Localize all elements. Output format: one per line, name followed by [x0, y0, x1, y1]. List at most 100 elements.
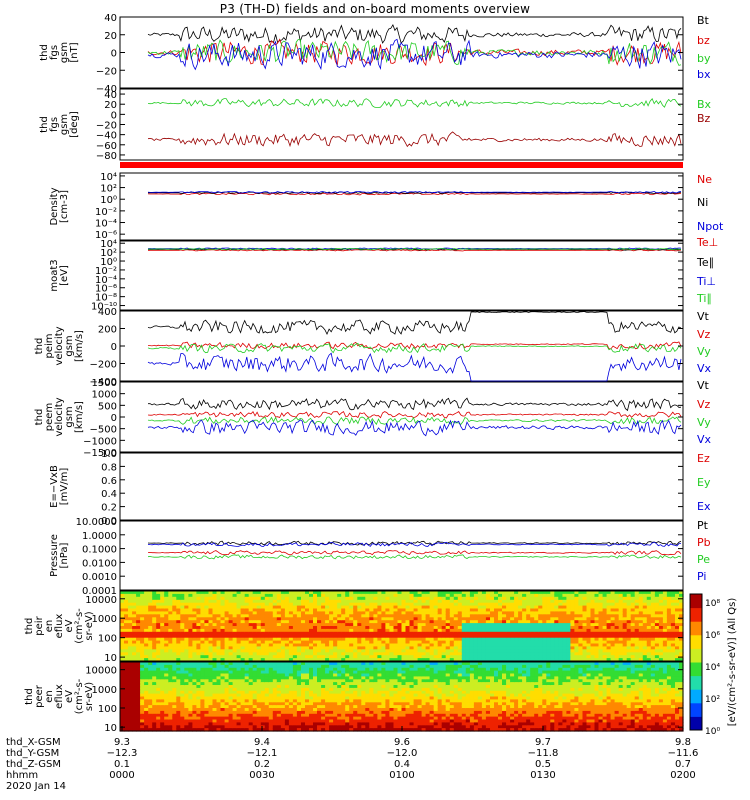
spectrogram-cell — [192, 602, 197, 607]
spectrogram-cell — [477, 593, 483, 598]
spectrogram-cell — [538, 602, 543, 607]
spectrogram-cell — [132, 655, 137, 659]
spectrogram-cell — [417, 599, 423, 604]
spectrogram-cell — [506, 646, 511, 650]
spectrogram-cell — [264, 664, 270, 669]
spectrogram-cell — [240, 670, 246, 675]
spectrogram-cell — [590, 628, 596, 633]
spectrogram-cell — [164, 728, 169, 732]
spectrogram-cell — [574, 640, 579, 645]
spectrogram-cell — [272, 620, 278, 624]
spectrogram-cell — [244, 682, 250, 686]
spectrogram-cell — [128, 708, 133, 712]
spectrogram-cell — [276, 679, 282, 683]
spectrogram-cell — [518, 623, 523, 627]
spectrogram-cell — [244, 620, 250, 624]
spectrogram-cell — [156, 693, 161, 698]
spectrogram-cell — [586, 605, 592, 610]
spectrogram-cell — [377, 617, 382, 621]
spectrogram-cell — [610, 649, 616, 653]
spectrogram-cell — [522, 626, 527, 630]
spectrogram-cell — [248, 620, 254, 624]
spectrogram-cell — [272, 685, 278, 689]
spectrogram-cell — [136, 725, 141, 729]
spectrogram-cell — [236, 596, 242, 601]
spectrogram-cell — [679, 631, 684, 636]
spectrogram-cell — [457, 652, 463, 656]
spectrogram-cell — [264, 596, 270, 601]
y-tick-label: −60 — [96, 141, 117, 152]
spectrogram-cell — [128, 710, 133, 715]
spectrogram-cell — [212, 626, 218, 630]
spectrogram-cell — [618, 623, 624, 627]
spectrogram-cell — [156, 699, 161, 703]
spectrogram-cell — [670, 626, 676, 630]
spectrogram-cell — [140, 617, 145, 621]
spectrogram-cell — [236, 685, 242, 689]
spectrogram-cell — [321, 699, 326, 703]
spectrogram-cell — [570, 637, 575, 642]
spectrogram-cell — [502, 602, 507, 607]
spectrogram-cell — [160, 664, 165, 669]
spectrogram-cell — [148, 685, 153, 689]
spectrogram-cell — [156, 725, 161, 729]
spectrogram-cell — [136, 662, 141, 666]
spectrogram-cell — [184, 611, 189, 615]
spectrogram-cell — [510, 634, 515, 639]
spectrogram-cell — [248, 640, 254, 645]
spectrogram-cell — [148, 596, 153, 601]
spectrogram-cell — [220, 611, 226, 615]
spectrogram-cell — [481, 602, 487, 607]
spectrogram-cell — [268, 679, 274, 683]
spectrogram-cell — [148, 705, 153, 709]
spectrogram-cell — [184, 631, 189, 636]
spectrogram-cell — [313, 699, 318, 703]
spectrogram-cell — [481, 640, 487, 645]
spectrogram-cell — [373, 649, 378, 653]
spectrogram-cell — [172, 662, 177, 666]
spectrogram-cell — [272, 626, 278, 630]
spectrogram-cell — [385, 637, 390, 642]
spectrogram-cell — [675, 634, 680, 639]
spectrogram-cell — [630, 611, 636, 615]
y-axis-label: [km/s] — [74, 330, 85, 362]
spectrogram-cell — [638, 620, 644, 624]
spectrogram-cell — [196, 685, 201, 689]
spectrogram-cell — [441, 611, 447, 615]
spectrogram-cell — [240, 682, 246, 686]
spectrogram-cell — [449, 614, 455, 618]
spectrogram-cell — [248, 646, 254, 650]
spectrogram-cell — [622, 626, 628, 630]
spectrogram-cell — [494, 602, 499, 607]
spectrogram-cell — [317, 685, 322, 689]
spectrogram-cell — [220, 593, 226, 598]
y-axis-label: [deg] — [69, 111, 80, 138]
spectrogram-cell — [124, 593, 129, 598]
spectrogram-cell — [152, 608, 157, 612]
spectrogram-cell — [526, 591, 531, 595]
spectrogram-cell — [268, 685, 274, 689]
spectrogram-cell — [196, 705, 201, 709]
spectrogram-cell — [292, 676, 298, 680]
spectrogram-cell — [136, 710, 141, 715]
spectrogram-cell — [574, 608, 579, 612]
spectrogram-cell — [433, 658, 439, 662]
spectrogram-cell — [485, 596, 491, 601]
spectrogram-cell — [120, 640, 125, 645]
spectrogram-cell — [413, 617, 419, 621]
spectrogram-cell — [232, 626, 238, 630]
spectrogram-cell — [361, 614, 366, 618]
spectrogram-cell — [598, 637, 604, 642]
spectrogram-cell — [429, 643, 435, 647]
spectrogram-cell — [433, 596, 439, 601]
spectrogram-cell — [280, 696, 286, 700]
spectrogram-cell — [526, 652, 531, 656]
spectrogram-cell — [510, 637, 515, 642]
spectrogram-cell — [252, 708, 258, 712]
spectrogram-cell — [317, 620, 322, 624]
spectrogram-cell — [208, 655, 214, 659]
spectrogram-cell — [252, 643, 258, 647]
spectrogram-cell — [268, 693, 274, 698]
spectrogram-cell — [337, 710, 342, 715]
spectrogram-cell — [670, 649, 676, 653]
